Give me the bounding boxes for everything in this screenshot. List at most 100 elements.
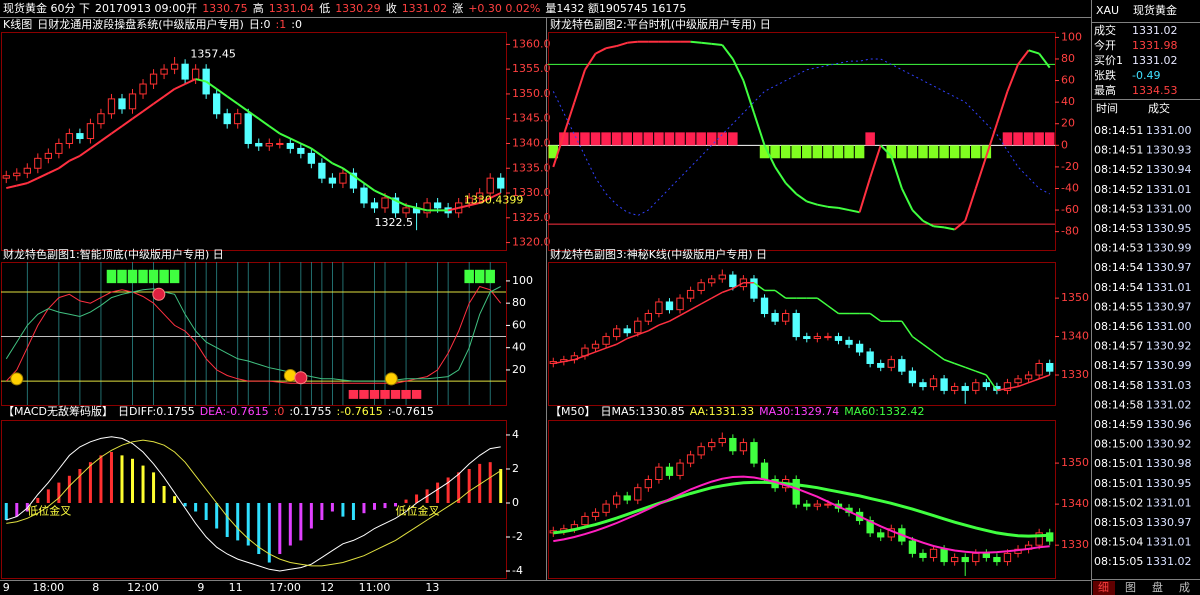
- signal-bar: [1002, 132, 1013, 146]
- indicator-line: [142, 103, 155, 113]
- indicator-line: [816, 297, 829, 307]
- candle-body: [402, 207, 410, 214]
- candle-body: [497, 177, 505, 189]
- indicator-line: [922, 343, 934, 353]
- candle-body: [149, 73, 158, 85]
- candle-body: [65, 133, 74, 144]
- indicator-line: [753, 282, 765, 292]
- indicator-line: [933, 351, 945, 361]
- quote-value: 1334.53: [1132, 84, 1178, 97]
- tick-time: 08:14:54: [1094, 261, 1143, 274]
- tab[interactable]: 盘: [1152, 580, 1163, 594]
- signal-bar: [117, 269, 127, 284]
- x-tick-label: 13: [425, 581, 439, 594]
- annotation: 低位金叉: [27, 504, 71, 518]
- candle-body: [792, 313, 800, 338]
- indicator-line: [205, 80, 218, 90]
- signal-bar: [685, 132, 696, 146]
- signal-bar: [802, 145, 812, 159]
- tab[interactable]: 细: [1098, 581, 1109, 594]
- x-tick-label: 11:00: [359, 581, 391, 594]
- indicator-line: [784, 182, 797, 195]
- candle-body: [581, 515, 589, 526]
- candle-body: [697, 282, 705, 291]
- indicator-line: [1006, 64, 1019, 92]
- tick-time: 08:14:53: [1094, 202, 1143, 215]
- tick-time: 08:15:05: [1094, 555, 1143, 568]
- y-tick-label: 1340: [1061, 497, 1089, 510]
- candle-body: [591, 343, 600, 349]
- candle-body: [1024, 374, 1033, 380]
- tick-price: 1330.93: [1146, 144, 1192, 157]
- macd-bar: [499, 468, 503, 503]
- y-tick-label: -40: [1061, 181, 1079, 194]
- signal-bar: [559, 132, 569, 146]
- signal-bar: [717, 132, 728, 146]
- indicator-line: [637, 330, 649, 336]
- indicator-line: [985, 123, 998, 157]
- y-tick-label: 1330.0: [512, 186, 551, 199]
- macd-bar: [383, 502, 387, 509]
- y-tick-label: 1325.0: [512, 211, 551, 224]
- tick-time: 08:14:54: [1094, 281, 1143, 294]
- tab[interactable]: 成: [1179, 581, 1190, 594]
- macd-bar: [99, 455, 103, 503]
- candle-body: [476, 192, 484, 199]
- panel-title-part: MA30:1329.74: [759, 405, 839, 418]
- signal-bar: [1023, 132, 1034, 146]
- candle-body: [729, 437, 737, 452]
- indicator-line: [562, 101, 576, 135]
- indicator-line: [110, 125, 123, 135]
- candle-body: [391, 197, 400, 214]
- tick-time: 08:14:57: [1094, 340, 1143, 353]
- macd-bar: [457, 472, 461, 503]
- macd-bar: [215, 502, 219, 529]
- indicator-line: [552, 134, 565, 168]
- signal-bar: [833, 145, 844, 159]
- macd-bar: [278, 502, 282, 555]
- candle-body: [328, 177, 337, 184]
- macd-bar: [25, 502, 29, 512]
- quote-value: 1331.02: [1132, 54, 1178, 67]
- signal-bar: [971, 145, 981, 159]
- candle-body: [908, 540, 917, 554]
- candle-body: [813, 336, 822, 339]
- y-tick-label: 1340: [1061, 330, 1089, 343]
- macd-bar: [446, 477, 450, 503]
- indicator-line: [954, 220, 966, 231]
- candle-body: [591, 511, 600, 517]
- signal-bar: [580, 132, 590, 146]
- indicator-line: [658, 320, 670, 326]
- indicator-line: [869, 145, 882, 179]
- candle-body: [318, 162, 326, 179]
- y-tick-label: 20: [1061, 117, 1075, 130]
- candle-body: [950, 386, 959, 391]
- macd-bar: [204, 502, 208, 521]
- candle-body: [612, 495, 621, 505]
- candle-body: [982, 382, 991, 388]
- candle-body: [44, 152, 52, 159]
- indicator-line: [858, 177, 872, 213]
- signal-bar: [138, 269, 148, 284]
- candle-body: [602, 503, 610, 513]
- indicator-line: [669, 314, 681, 322]
- tick-price: 1331.02: [1146, 555, 1192, 568]
- indicator-line: [742, 80, 755, 114]
- indicator-line: [226, 95, 239, 105]
- signal-bar: [654, 132, 664, 146]
- indicator-line: [690, 40, 702, 44]
- signal-ball: [294, 371, 308, 385]
- candle-body: [307, 152, 316, 164]
- signal-bar: [791, 145, 801, 159]
- indicator-line: [89, 140, 102, 150]
- indicator-line: [954, 362, 966, 369]
- quote-label: 买价1: [1094, 54, 1123, 67]
- candle-body: [803, 336, 811, 339]
- signal-bar: [812, 145, 823, 159]
- candle-body: [139, 83, 147, 95]
- macd-bar: [309, 502, 313, 529]
- signal-bar: [928, 145, 939, 159]
- macd-bar: [362, 502, 366, 514]
- tab[interactable]: 图: [1125, 581, 1136, 594]
